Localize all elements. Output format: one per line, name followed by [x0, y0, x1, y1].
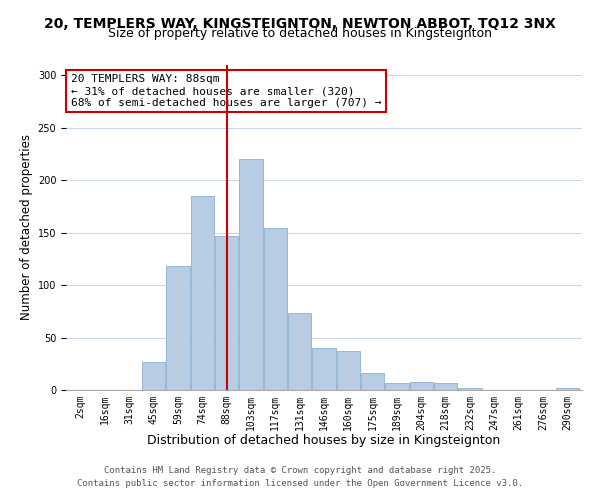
Text: Contains HM Land Registry data © Crown copyright and database right 2025.
Contai: Contains HM Land Registry data © Crown c… [77, 466, 523, 487]
X-axis label: Distribution of detached houses by size in Kingsteignton: Distribution of detached houses by size … [148, 434, 500, 448]
Bar [410, 382, 433, 390]
Bar [556, 388, 579, 390]
Bar [288, 314, 311, 390]
Bar [142, 362, 165, 390]
Text: Size of property relative to detached houses in Kingsteignton: Size of property relative to detached ho… [108, 28, 492, 40]
Y-axis label: Number of detached properties: Number of detached properties [20, 134, 34, 320]
Bar [313, 348, 335, 390]
Bar [215, 236, 238, 390]
Bar [458, 388, 482, 390]
Bar [385, 382, 409, 390]
Bar [166, 266, 190, 390]
Text: 20 TEMPLERS WAY: 88sqm
← 31% of detached houses are smaller (320)
68% of semi-de: 20 TEMPLERS WAY: 88sqm ← 31% of detached… [71, 74, 382, 108]
Bar [191, 196, 214, 390]
Bar [239, 160, 263, 390]
Bar [434, 382, 457, 390]
Bar [361, 373, 384, 390]
Text: 20, TEMPLERS WAY, KINGSTEIGNTON, NEWTON ABBOT, TQ12 3NX: 20, TEMPLERS WAY, KINGSTEIGNTON, NEWTON … [44, 18, 556, 32]
Bar [264, 228, 287, 390]
Bar [337, 351, 360, 390]
